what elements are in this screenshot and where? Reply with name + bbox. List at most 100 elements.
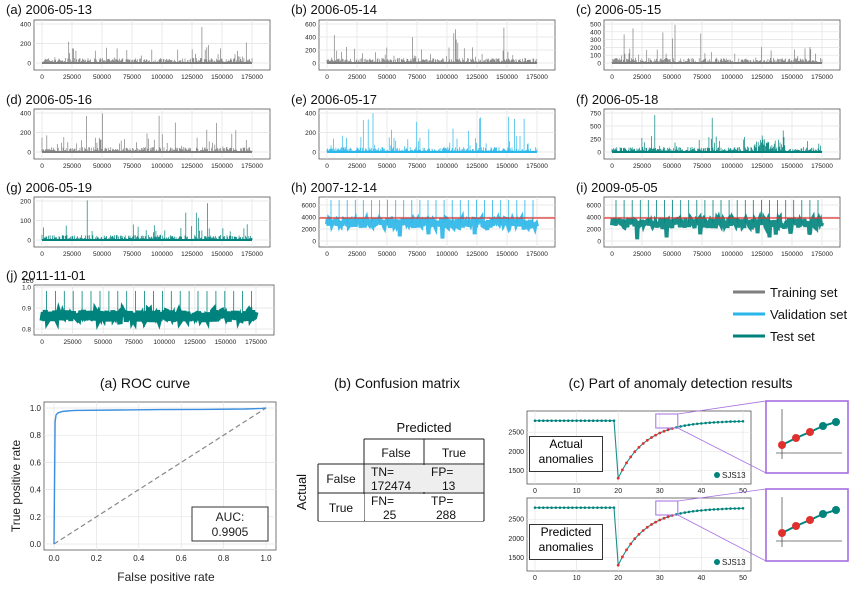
data-point (741, 507, 745, 510)
roc-y-tick: 1.0 (30, 404, 42, 413)
data-point (708, 421, 711, 424)
x-tick-label: 50000 (663, 163, 681, 170)
detection-label-actual: Actual anomalies (529, 436, 603, 472)
roc-x-tick: 0.8 (218, 554, 230, 563)
anomaly-point (645, 438, 649, 442)
y-tick-label: 200 (20, 130, 31, 137)
x-tick-label: 0 (325, 251, 329, 258)
y-tick-label: 6000 (587, 203, 602, 210)
panel-0: (a) 2006-05-13 0 25000 50000 75000 100000 1250… (6, 2, 271, 81)
x-tick-label: 0 (610, 74, 614, 81)
panel-6: (g) 2006-05-19 0 25000 50000 75000 100000 1250… (6, 180, 271, 258)
panel-label: (c) 2006-05-15 (576, 2, 661, 17)
anomaly-point (633, 450, 637, 454)
inset-data-point (832, 418, 840, 426)
y-tick-label: 1.0 (22, 285, 31, 292)
data-point (704, 421, 707, 425)
predicted-anomalies-line2: anomalies (538, 540, 594, 554)
det-y-tick: 2500 (508, 517, 524, 524)
x-tick-label: 50000 (378, 251, 396, 258)
panel-5: (f) 2006-05-18 0 25000 50000 75000 100000 1250… (576, 92, 841, 170)
anomaly-point (645, 525, 649, 529)
predicted-anomalies-line1: Predicted (540, 525, 592, 539)
x-tick-label: 100000 (436, 163, 458, 170)
anomaly-point (654, 433, 657, 437)
data-point (716, 507, 720, 511)
data-point (546, 419, 549, 422)
x-tick-label: 125000 (184, 339, 206, 346)
zoom-connector (677, 427, 767, 474)
inset-anomaly-point (778, 529, 786, 537)
det-legend-marker (714, 472, 720, 478)
anomaly-point (625, 548, 628, 552)
auc-box (191, 506, 269, 542)
panel-label: (d) 2006-05-16 (6, 92, 92, 107)
data-point (579, 506, 583, 509)
data-point (571, 506, 574, 509)
data-point (700, 422, 703, 425)
data-point (554, 506, 558, 509)
roc-diagonal (53, 407, 267, 545)
data-point (537, 419, 541, 422)
zoom-connector (677, 488, 767, 502)
panel-label: (a) 2006-05-13 (6, 2, 92, 17)
x-tick-label: 75000 (123, 251, 141, 258)
x-tick-label: 150000 (211, 251, 233, 258)
zoom-connector (677, 400, 767, 415)
x-tick-label: 0 (40, 251, 44, 258)
data-point (533, 419, 537, 422)
timeseries-section: (a) 2006-05-13 0 25000 50000 75000 100000 1250… (6, 2, 841, 346)
roc-xlabel: False positive rate (117, 570, 215, 584)
y-tick-label: 600 (305, 22, 316, 29)
x-tick-label: 25000 (63, 74, 81, 81)
y-tick-label: 6000 (302, 203, 317, 210)
data-point (596, 419, 599, 422)
anomaly-point (616, 476, 620, 480)
data-point (562, 506, 566, 509)
predicted-label: Predicted (397, 420, 452, 435)
y-tick-label: 400 (20, 22, 31, 29)
x-tick-label: 100000 (721, 74, 743, 81)
data-point (737, 420, 741, 423)
data-point (741, 420, 745, 423)
x-tick-label: 50000 (378, 163, 396, 170)
zoom-inset (765, 400, 849, 474)
x-tick-label: 75000 (693, 251, 711, 258)
roc-x-tick: 0.6 (176, 554, 188, 563)
y-tick-label: 200 (20, 199, 31, 206)
anomaly-point (629, 455, 633, 459)
panel-4: (e) 2006-05-17 0 25000 50000 75000 100000 1250… (291, 92, 556, 170)
y-tick-label: 100 (20, 218, 31, 225)
anomaly-point (641, 442, 645, 445)
y-tick-label: 0 (312, 61, 316, 68)
x-tick-label: 100000 (151, 163, 173, 170)
data-point (542, 506, 545, 509)
panel-2: (c) 2006-05-15 0 25000 50000 75000 100000 1250… (576, 2, 841, 81)
y-tick-label: 400 (20, 111, 31, 118)
x-tick-label: 75000 (693, 163, 711, 170)
y-tick-label: 0 (312, 239, 316, 246)
anomaly-point (621, 555, 624, 559)
data-point (691, 423, 695, 426)
x-tick-label: 150000 (496, 251, 518, 258)
inset-anomaly-point (792, 434, 800, 442)
data-point (708, 508, 711, 511)
x-tick-label: 0 (40, 74, 44, 81)
roc-y-tick: 0.8 (30, 431, 42, 440)
x-tick-label: 25000 (633, 251, 651, 258)
data-point (591, 419, 595, 422)
cell-fn-value: 25 (383, 508, 397, 522)
y-tick-label: 0.9 (22, 306, 31, 313)
col-header-true: True (442, 446, 467, 460)
data-point (571, 419, 574, 422)
y-tick-label: 0.8 (22, 327, 31, 334)
cell-fp-value: 13 (442, 479, 456, 493)
x-tick-label: 25000 (63, 163, 81, 170)
panel-label: (e) 2006-05-17 (291, 92, 377, 107)
y-tick-label: 0 (27, 150, 31, 157)
data-point (604, 506, 607, 509)
y-tick-label: 0 (312, 150, 316, 157)
data-point (725, 420, 728, 424)
detection-label-predicted: Predicted anomalies (529, 524, 603, 560)
